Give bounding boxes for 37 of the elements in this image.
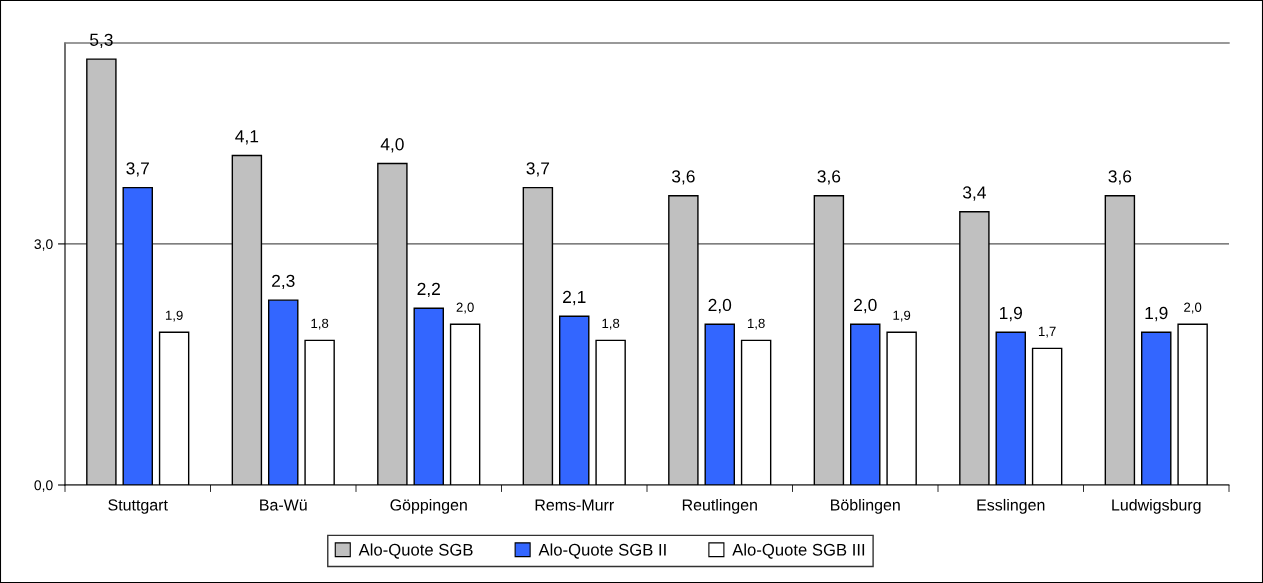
data-label: 2,1	[563, 290, 586, 306]
y-tick-label: 0,0	[34, 480, 53, 492]
data-label: 2,0	[854, 298, 877, 314]
data-label: 3,4	[962, 186, 986, 201]
data-label: 3,6	[1108, 170, 1132, 185]
data-label: 2,0	[1184, 302, 1202, 314]
data-label: 4,1	[235, 130, 259, 145]
data-label: 3,7	[526, 162, 550, 177]
data-label: 2,2	[417, 282, 440, 298]
legend-label: Alo-Quote SGB III	[732, 543, 865, 559]
data-label: 3,6	[671, 170, 695, 185]
x-tick-label: Rems-Murr	[535, 499, 614, 511]
data-label: 1,9	[1145, 306, 1168, 322]
data-label: 2,3	[272, 274, 295, 290]
legend-label: Alo-Quote SGB	[358, 543, 473, 559]
x-tick-label: Ludwigsburg	[1112, 498, 1201, 514]
y-tick-label: 3,0	[34, 239, 53, 251]
data-label: 1,8	[311, 318, 329, 330]
data-label: 1,8	[602, 318, 620, 330]
x-tick-label: Göppingen	[390, 498, 467, 514]
data-label: 1,7	[1038, 326, 1056, 338]
data-label: 4,0	[380, 138, 404, 153]
data-label: 2,0	[456, 302, 474, 314]
legend-label: Alo-Quote SGB II	[538, 543, 666, 559]
x-tick-label: Stuttgart	[108, 499, 168, 514]
data-label: 3,7	[126, 162, 149, 177]
data-label: 1,9	[1000, 306, 1022, 322]
x-tick-label: Böblingen	[831, 498, 900, 514]
x-tick-label: Reutlingen	[682, 498, 757, 514]
data-label: 5,3	[90, 33, 113, 48]
data-label: 1,9	[165, 310, 183, 322]
x-tick-label: Esslingen	[977, 498, 1045, 514]
x-tick-label: Ba-Wü	[260, 499, 307, 511]
data-label: 2,0	[708, 298, 732, 314]
data-label: 3,6	[817, 170, 841, 185]
data-label: 1,8	[747, 318, 765, 330]
data-label: 1,9	[893, 310, 911, 322]
